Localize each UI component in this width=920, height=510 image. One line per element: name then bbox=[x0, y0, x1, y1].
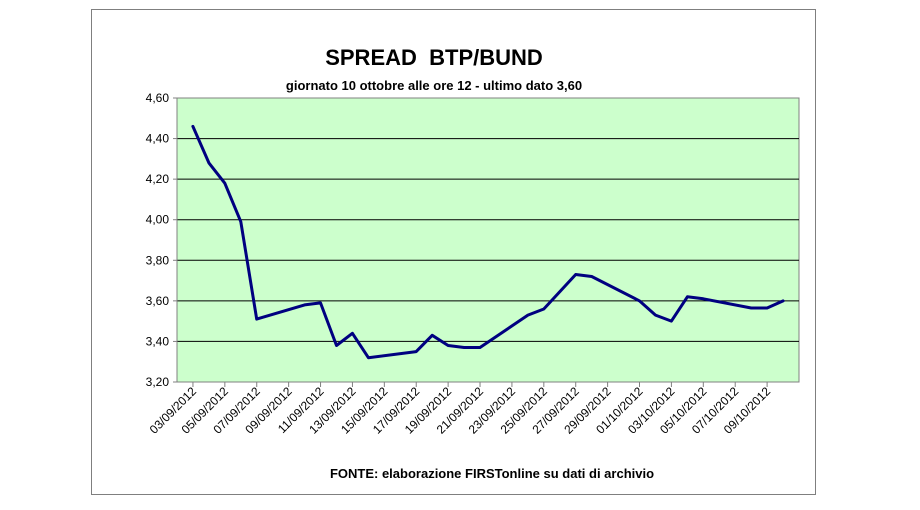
y-tick-label: 3,40 bbox=[146, 334, 170, 348]
y-tick-label: 3,20 bbox=[146, 375, 170, 389]
data-point bbox=[526, 313, 530, 317]
data-point bbox=[638, 299, 641, 303]
data-point bbox=[255, 317, 258, 321]
data-point bbox=[415, 350, 418, 353]
spread-line-chart: SPREAD BTP/BUND giornato 10 ottobre alle… bbox=[146, 45, 800, 481]
data-point bbox=[367, 356, 370, 359]
x-axis: 03/09/201205/09/201207/09/201209/09/2012… bbox=[147, 381, 799, 437]
data-point bbox=[478, 346, 482, 349]
data-point bbox=[781, 299, 785, 303]
data-point bbox=[574, 273, 577, 276]
chart-footer: FONTE: elaborazione FIRSTonline su dati … bbox=[330, 466, 654, 481]
y-tick-label: 4,20 bbox=[146, 172, 170, 186]
y-tick-label: 3,80 bbox=[146, 253, 170, 267]
data-point bbox=[654, 313, 657, 317]
chart-subtitle: giornato 10 ottobre alle ore 12 - ultimo… bbox=[286, 78, 582, 93]
data-point bbox=[335, 344, 338, 347]
data-point bbox=[462, 346, 466, 349]
data-point bbox=[702, 297, 705, 300]
data-point bbox=[351, 332, 354, 335]
data-point bbox=[670, 319, 673, 323]
y-tick-label: 4,00 bbox=[146, 213, 170, 227]
data-point bbox=[303, 303, 306, 307]
data-point bbox=[431, 334, 434, 337]
data-point bbox=[223, 182, 226, 185]
y-tick-label: 4,40 bbox=[146, 132, 170, 146]
data-point bbox=[239, 220, 242, 223]
data-point bbox=[446, 344, 450, 347]
y-tick-label: 4,60 bbox=[146, 91, 170, 105]
data-point bbox=[686, 295, 689, 298]
data-point bbox=[319, 301, 322, 305]
data-point bbox=[590, 275, 593, 278]
data-point bbox=[765, 306, 769, 310]
series bbox=[191, 124, 785, 360]
data-point bbox=[207, 161, 211, 165]
data-point bbox=[542, 307, 545, 311]
chart-title: SPREAD BTP/BUND bbox=[325, 45, 543, 70]
data-point bbox=[191, 125, 195, 128]
plot-area bbox=[176, 97, 800, 383]
y-tick-label: 3,60 bbox=[146, 294, 170, 308]
chart-frame: SPREAD BTP/BUND giornato 10 ottobre alle… bbox=[91, 9, 816, 495]
y-axis: 4,60 4,40 4,20 4,00 3,80 3,60 3,40 3,20 bbox=[146, 91, 178, 389]
data-point bbox=[750, 306, 753, 310]
